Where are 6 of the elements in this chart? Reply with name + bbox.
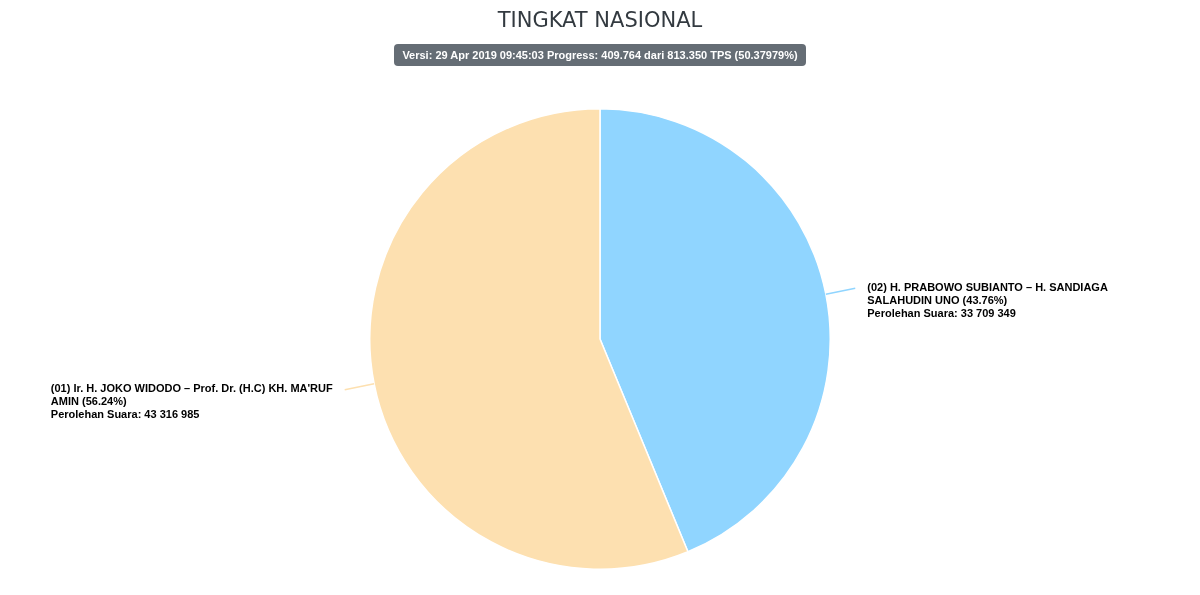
- data-label: Perolehan Suara: 43 316 985: [50, 408, 200, 421]
- chart-title: TINGKAT NASIONAL: [496, 8, 704, 32]
- slice-label: (01) Ir. H. JOKO WIDODO – Prof. Dr. (H.C) KH. MA'RUF AMIN (56.24%): [50, 382, 334, 408]
- chart-subtitle: Versi: 29 Apr 2019 09:45:03 Progress: 409.764 dari 813.350 TPS (50.37979%): [394, 44, 806, 66]
- data-label: Perolehan Suara: 33 709 349: [867, 306, 1016, 319]
- slice-label: (02) H. PRABOWO SUBIANTO – H. SANDIAGA SALAHUDIN UNO (43.76%): [867, 280, 1108, 306]
